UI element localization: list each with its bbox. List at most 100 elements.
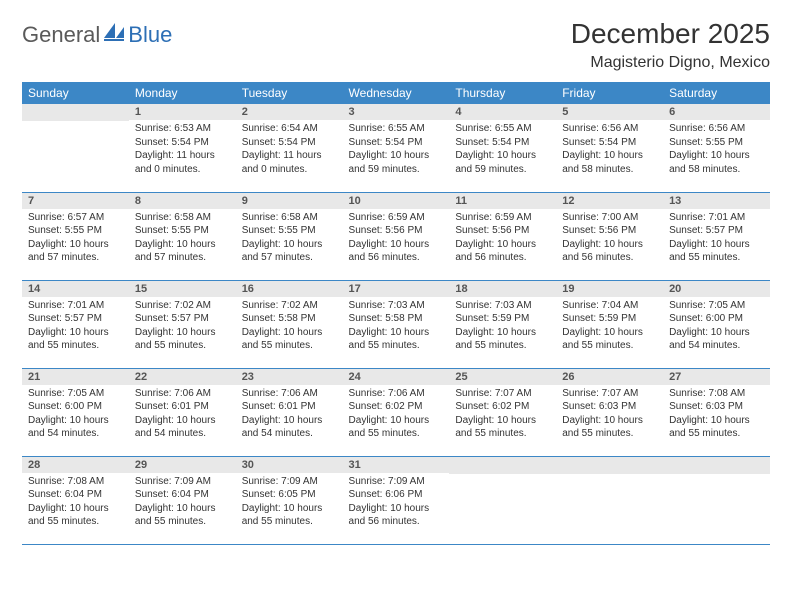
- calendar-table: Sunday Monday Tuesday Wednesday Thursday…: [22, 82, 770, 545]
- day-number: 17: [343, 281, 450, 297]
- day-detail-line: and 56 minutes.: [349, 515, 444, 529]
- day-detail-line: Sunset: 5:55 PM: [28, 224, 123, 238]
- day-detail-line: and 54 minutes.: [28, 427, 123, 441]
- calendar-day-cell: 2Sunrise: 6:54 AMSunset: 5:54 PMDaylight…: [236, 104, 343, 192]
- day-detail-line: Daylight: 10 hours: [455, 326, 550, 340]
- day-details: Sunrise: 6:57 AMSunset: 5:55 PMDaylight:…: [22, 209, 129, 269]
- day-detail-line: Sunrise: 6:54 AM: [242, 122, 337, 136]
- calendar-day-cell: 22Sunrise: 7:06 AMSunset: 6:01 PMDayligh…: [129, 368, 236, 456]
- day-detail-line: Sunset: 6:03 PM: [669, 400, 764, 414]
- day-detail-line: Daylight: 10 hours: [669, 238, 764, 252]
- day-detail-line: Sunset: 6:00 PM: [28, 400, 123, 414]
- day-detail-line: Daylight: 10 hours: [349, 326, 444, 340]
- day-detail-line: Sunset: 5:54 PM: [455, 136, 550, 150]
- calendar-day-cell: 28Sunrise: 7:08 AMSunset: 6:04 PMDayligh…: [22, 456, 129, 544]
- day-detail-line: Sunset: 5:55 PM: [669, 136, 764, 150]
- day-details: Sunrise: 7:09 AMSunset: 6:04 PMDaylight:…: [129, 473, 236, 533]
- day-number: 10: [343, 193, 450, 209]
- day-number: 15: [129, 281, 236, 297]
- calendar-day-cell: 19Sunrise: 7:04 AMSunset: 5:59 PMDayligh…: [556, 280, 663, 368]
- day-details: Sunrise: 6:58 AMSunset: 5:55 PMDaylight:…: [236, 209, 343, 269]
- day-details: Sunrise: 7:02 AMSunset: 5:58 PMDaylight:…: [236, 297, 343, 357]
- day-detail-line: and 54 minutes.: [135, 427, 230, 441]
- calendar-day-cell: 4Sunrise: 6:55 AMSunset: 5:54 PMDaylight…: [449, 104, 556, 192]
- day-detail-line: Daylight: 11 hours: [135, 149, 230, 163]
- day-detail-line: Sunrise: 7:04 AM: [562, 299, 657, 313]
- day-number: 9: [236, 193, 343, 209]
- day-detail-line: Daylight: 10 hours: [28, 238, 123, 252]
- calendar-day-cell: 17Sunrise: 7:03 AMSunset: 5:58 PMDayligh…: [343, 280, 450, 368]
- day-detail-line: Sunrise: 6:59 AM: [455, 211, 550, 225]
- day-details: Sunrise: 6:55 AMSunset: 5:54 PMDaylight:…: [343, 120, 450, 180]
- day-number: 8: [129, 193, 236, 209]
- day-detail-line: Daylight: 10 hours: [242, 326, 337, 340]
- day-detail-line: Sunset: 6:04 PM: [135, 488, 230, 502]
- logo-text-blue: Blue: [128, 22, 172, 48]
- day-details: Sunrise: 7:08 AMSunset: 6:04 PMDaylight:…: [22, 473, 129, 533]
- day-detail-line: Daylight: 10 hours: [242, 238, 337, 252]
- day-details: Sunrise: 7:04 AMSunset: 5:59 PMDaylight:…: [556, 297, 663, 357]
- day-detail-line: Sunrise: 6:57 AM: [28, 211, 123, 225]
- day-detail-line: Sunset: 5:57 PM: [28, 312, 123, 326]
- day-details: Sunrise: 7:05 AMSunset: 6:00 PMDaylight:…: [663, 297, 770, 357]
- day-detail-line: Sunrise: 7:05 AM: [669, 299, 764, 313]
- day-number: 23: [236, 369, 343, 385]
- day-detail-line: Daylight: 10 hours: [242, 414, 337, 428]
- day-details: Sunrise: 6:58 AMSunset: 5:55 PMDaylight:…: [129, 209, 236, 269]
- calendar-day-cell: 3Sunrise: 6:55 AMSunset: 5:54 PMDaylight…: [343, 104, 450, 192]
- day-detail-line: and 56 minutes.: [349, 251, 444, 265]
- calendar-day-cell: [22, 104, 129, 192]
- day-detail-line: Sunrise: 7:05 AM: [28, 387, 123, 401]
- day-number: 14: [22, 281, 129, 297]
- calendar-day-cell: [663, 456, 770, 544]
- day-number: 28: [22, 457, 129, 473]
- day-detail-line: Daylight: 10 hours: [349, 149, 444, 163]
- day-detail-line: Daylight: 10 hours: [349, 238, 444, 252]
- day-detail-line: and 59 minutes.: [455, 163, 550, 177]
- day-details: Sunrise: 7:00 AMSunset: 5:56 PMDaylight:…: [556, 209, 663, 269]
- calendar-day-cell: 11Sunrise: 6:59 AMSunset: 5:56 PMDayligh…: [449, 192, 556, 280]
- weekday-header: Monday: [129, 82, 236, 104]
- calendar-day-cell: 31Sunrise: 7:09 AMSunset: 6:06 PMDayligh…: [343, 456, 450, 544]
- day-detail-line: Sunset: 5:56 PM: [562, 224, 657, 238]
- day-detail-line: and 59 minutes.: [349, 163, 444, 177]
- day-detail-line: Sunrise: 6:53 AM: [135, 122, 230, 136]
- calendar-day-cell: 20Sunrise: 7:05 AMSunset: 6:00 PMDayligh…: [663, 280, 770, 368]
- calendar-day-cell: 16Sunrise: 7:02 AMSunset: 5:58 PMDayligh…: [236, 280, 343, 368]
- day-detail-line: Sunset: 6:04 PM: [28, 488, 123, 502]
- day-number: 1: [129, 104, 236, 120]
- day-detail-line: and 55 minutes.: [669, 427, 764, 441]
- day-number: 6: [663, 104, 770, 120]
- calendar-day-cell: 25Sunrise: 7:07 AMSunset: 6:02 PMDayligh…: [449, 368, 556, 456]
- day-detail-line: Daylight: 10 hours: [135, 414, 230, 428]
- calendar-day-cell: 24Sunrise: 7:06 AMSunset: 6:02 PMDayligh…: [343, 368, 450, 456]
- day-details: Sunrise: 7:01 AMSunset: 5:57 PMDaylight:…: [663, 209, 770, 269]
- day-detail-line: Daylight: 10 hours: [135, 502, 230, 516]
- day-number: 12: [556, 193, 663, 209]
- day-number: 30: [236, 457, 343, 473]
- weekday-header: Saturday: [663, 82, 770, 104]
- calendar-week-row: 1Sunrise: 6:53 AMSunset: 5:54 PMDaylight…: [22, 104, 770, 192]
- calendar-week-row: 21Sunrise: 7:05 AMSunset: 6:00 PMDayligh…: [22, 368, 770, 456]
- day-number: 7: [22, 193, 129, 209]
- day-detail-line: and 58 minutes.: [562, 163, 657, 177]
- day-detail-line: and 55 minutes.: [28, 339, 123, 353]
- day-detail-line: Sunset: 5:55 PM: [135, 224, 230, 238]
- calendar-day-cell: 5Sunrise: 6:56 AMSunset: 5:54 PMDaylight…: [556, 104, 663, 192]
- day-details: Sunrise: 6:53 AMSunset: 5:54 PMDaylight:…: [129, 120, 236, 180]
- calendar-day-cell: 23Sunrise: 7:06 AMSunset: 6:01 PMDayligh…: [236, 368, 343, 456]
- day-detail-line: and 0 minutes.: [135, 163, 230, 177]
- calendar-day-cell: 30Sunrise: 7:09 AMSunset: 6:05 PMDayligh…: [236, 456, 343, 544]
- day-detail-line: Sunset: 5:59 PM: [562, 312, 657, 326]
- day-details: Sunrise: 7:06 AMSunset: 6:02 PMDaylight:…: [343, 385, 450, 445]
- day-details: Sunrise: 7:02 AMSunset: 5:57 PMDaylight:…: [129, 297, 236, 357]
- page-header: General Blue December 2025 Magisterio Di…: [22, 18, 770, 72]
- day-detail-line: Sunset: 6:01 PM: [135, 400, 230, 414]
- day-detail-line: Sunrise: 7:07 AM: [455, 387, 550, 401]
- day-details: Sunrise: 7:03 AMSunset: 5:58 PMDaylight:…: [343, 297, 450, 357]
- calendar-week-row: 14Sunrise: 7:01 AMSunset: 5:57 PMDayligh…: [22, 280, 770, 368]
- day-detail-line: Daylight: 10 hours: [562, 238, 657, 252]
- day-detail-line: Sunrise: 7:03 AM: [455, 299, 550, 313]
- day-detail-line: Daylight: 10 hours: [349, 414, 444, 428]
- day-number: 4: [449, 104, 556, 120]
